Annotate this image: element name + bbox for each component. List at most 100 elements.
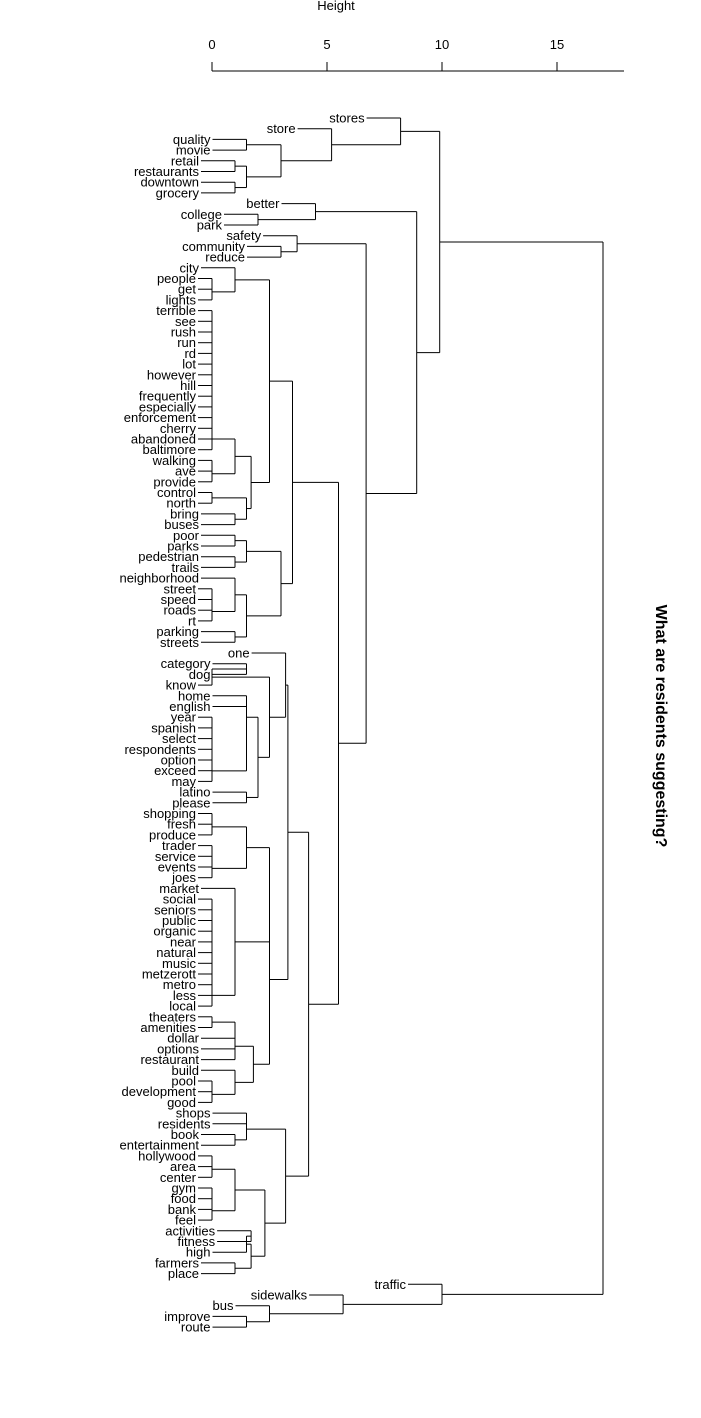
leaf-label: safety — [226, 228, 261, 243]
leaf-label: enforcement — [124, 410, 197, 425]
leaf-label: hollywood — [138, 1148, 196, 1163]
leaf-label: dollar — [167, 1031, 199, 1046]
leaf-label: shops — [176, 1106, 211, 1121]
leaf-label: category — [161, 656, 211, 671]
leaf-label: dog — [189, 667, 211, 682]
leaf-label: area — [170, 1159, 197, 1174]
leaf-label: please — [172, 795, 210, 810]
leaf-label: select — [162, 731, 196, 746]
leaf-label: service — [155, 849, 196, 864]
leaf-label: public — [162, 913, 196, 928]
leaf-label: fitness — [178, 1234, 216, 1249]
leaf-label: provide — [153, 474, 196, 489]
leaf-label: less — [173, 988, 197, 1003]
leaf-label: frequently — [139, 389, 197, 404]
leaf-label: fresh — [167, 817, 196, 832]
leaf-label: english — [169, 699, 210, 714]
leaf-label: development — [122, 1084, 197, 1099]
leaf-label: place — [168, 1266, 199, 1281]
leaf-label: home — [178, 688, 211, 703]
leaf-label: restaurant — [140, 1052, 199, 1067]
leaf-label: especially — [139, 399, 197, 414]
leaf-label: quality — [173, 132, 211, 147]
leaf-label: abandoned — [131, 432, 196, 447]
leaf-label: rt — [188, 613, 196, 628]
leaf-label: streets — [160, 635, 200, 650]
leaf-label: poor — [173, 528, 200, 543]
leaf-label: ave — [175, 464, 196, 479]
leaf-label: park — [197, 218, 223, 233]
leaf-label: know — [166, 678, 197, 693]
leaf-label: run — [177, 335, 196, 350]
leaf-label: however — [147, 367, 197, 382]
axis-tick-label: 15 — [550, 37, 564, 52]
leaf-label: movie — [176, 143, 211, 158]
leaf-label: joes — [171, 870, 196, 885]
leaf-label: control — [157, 485, 196, 500]
leaf-label: feel — [175, 1213, 196, 1228]
leaf-label: rd — [184, 346, 196, 361]
axis-tick-label: 0 — [208, 37, 215, 52]
leaf-label: market — [159, 881, 199, 896]
side-title: What are residents suggesting? — [652, 605, 669, 848]
leaf-label: street — [163, 581, 196, 596]
leaf-label: farmers — [155, 1255, 200, 1270]
leaf-label: build — [172, 1063, 199, 1078]
leaf-label: bring — [170, 506, 199, 521]
leaf-label: cherry — [160, 421, 197, 436]
leaf-label: theaters — [149, 1009, 196, 1024]
leaf-label: route — [181, 1320, 211, 1335]
leaf-label: store — [267, 121, 296, 136]
leaf-label: college — [181, 207, 222, 222]
leaf-label: good — [167, 1095, 196, 1110]
leaf-label: lights — [166, 292, 197, 307]
leaf-label: bus — [213, 1298, 234, 1313]
leaf-label: people — [157, 271, 196, 286]
leaf-label: rush — [171, 325, 196, 340]
leaf-label: one — [228, 646, 250, 661]
leaf-label: roads — [163, 603, 196, 618]
leaf-label: hill — [180, 378, 196, 393]
leaf-label: amenities — [140, 1020, 196, 1035]
leaf-label: get — [178, 282, 196, 297]
axis-title: Height — [317, 0, 355, 13]
leaf-label: exceed — [154, 763, 196, 778]
leaf-label: neighborhood — [119, 571, 199, 586]
leaf-label: residents — [158, 1116, 211, 1131]
leaf-label: speed — [161, 592, 196, 607]
leaf-label: terrible — [156, 303, 196, 318]
leaf-label: baltimore — [143, 442, 196, 457]
leaf-label: restaurants — [134, 164, 200, 179]
leaf-label: entertainment — [120, 1138, 200, 1153]
leaf-label: sidewalks — [251, 1288, 308, 1303]
leaf-label: city — [180, 260, 200, 275]
leaf-label: near — [170, 934, 197, 949]
leaf-label: spanish — [151, 720, 196, 735]
leaf-label: options — [157, 1041, 199, 1056]
leaf-label: organic — [153, 924, 196, 939]
leaf-label: community — [182, 239, 245, 254]
leaf-label: events — [158, 860, 197, 875]
axis-tick-label: 5 — [323, 37, 330, 52]
leaf-label: metro — [163, 977, 196, 992]
leaf-label: improve — [164, 1309, 210, 1324]
leaf-label: option — [161, 753, 196, 768]
leaf-label: better — [246, 196, 280, 211]
leaf-label: bank — [168, 1202, 197, 1217]
leaf-label: food — [171, 1191, 196, 1206]
leaf-label: high — [186, 1245, 211, 1260]
leaf-label: pedestrian — [138, 549, 199, 564]
leaf-label: grocery — [156, 185, 200, 200]
leaf-label: social — [163, 892, 196, 907]
leaf-label: year — [171, 710, 197, 725]
leaf-label: retail — [171, 153, 199, 168]
leaf-label: metzerott — [142, 967, 197, 982]
axis-ticks: 0 5 10 15 — [208, 37, 564, 71]
leaf-label: latino — [179, 785, 210, 800]
leaf-label: music — [162, 956, 196, 971]
leaf-labels: storesstorequalitymovieretailrestaurants… — [119, 111, 406, 1335]
leaf-label: respondents — [124, 742, 196, 757]
dendrogram-links — [198, 117, 604, 1328]
leaf-label: reduce — [205, 250, 245, 265]
